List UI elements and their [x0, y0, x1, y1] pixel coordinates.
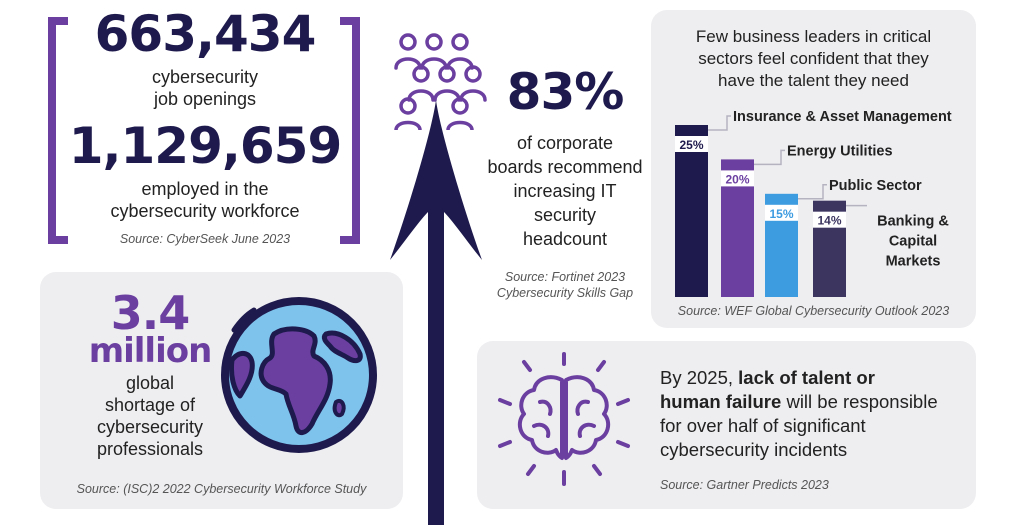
talent-source: Source: Gartner Predicts 2023 — [660, 478, 829, 492]
bar-value-label-3: 15% — [769, 207, 793, 221]
up-arrow-icon — [390, 100, 482, 525]
boards-label-line3: increasing IT — [513, 181, 617, 201]
boards-source-line2: Cybersecurity Skills Gap — [496, 286, 634, 300]
talent-line3: for over half of significant — [660, 415, 866, 436]
job-openings-label-line1: cybersecurity — [151, 67, 259, 87]
bar-1 — [675, 125, 708, 297]
chart-title-line1: Few business leaders in critical — [695, 27, 932, 46]
chart-source: Source: WEF Global Cybersecurity Outlook… — [677, 304, 950, 318]
talent-bold-2: human failure — [660, 391, 782, 412]
talent-line1: By 2025, lack of talent or — [660, 366, 970, 390]
category-label-3-line-1: Public Sector — [829, 178, 922, 194]
category-label-1-line-1: Insurance & Asset Management — [733, 109, 952, 125]
bar-label-bg-4 — [813, 211, 846, 228]
boards-label-line2: boards recommend — [487, 157, 643, 177]
bar-label-bg-2 — [721, 170, 754, 187]
shortage-label-line1: global — [125, 373, 175, 393]
employed-label-line1: employed in the — [141, 179, 269, 199]
boards-label-line4: security — [533, 205, 596, 225]
bar-label-bg-3 — [765, 204, 798, 221]
left-bracket — [48, 17, 68, 244]
leader-line-2 — [754, 149, 785, 166]
employed-label-line2: cybersecurity workforce — [110, 201, 300, 221]
talent-line4: cybersecurity incidents — [660, 439, 848, 460]
shortage-unit: million — [88, 331, 213, 371]
job-openings-value: 663,434 — [94, 5, 317, 63]
globe-icon — [221, 297, 377, 453]
shortage-label-line4: professionals — [96, 439, 204, 459]
chart-title-line3: have the talent they need — [718, 71, 909, 90]
leader-line-3 — [798, 184, 827, 200]
leader-line-1 — [708, 115, 731, 131]
talent-line2: human failure will be responsible — [660, 390, 970, 414]
category-label-4-line-2: Capital — [889, 234, 937, 250]
job-openings-label-line2: job openings — [153, 89, 257, 109]
boards-source-line1: Source: Fortinet 2023 — [504, 270, 626, 284]
boards-label-line5: headcount — [522, 229, 608, 249]
shortage-label-line3: cybersecurity — [96, 417, 204, 437]
bar-chart: 25% Insurance & Asset Management 20% Energy… — [675, 109, 952, 297]
chart-title-line2: sectors feel confident that they — [698, 49, 929, 68]
bar-value-label-2: 20% — [725, 172, 749, 186]
chart-title: Few business leaders in critical sectors… — [651, 26, 976, 92]
talent-text-2: will be responsible — [781, 391, 938, 412]
talent-bold-1: lack of talent or — [738, 367, 875, 388]
employed-value: 1,129,659 — [68, 117, 343, 175]
bar-value-label-4: 14% — [817, 214, 841, 228]
shortage-value: 3.4 — [110, 286, 191, 340]
category-label-2-line-1: Energy Utilities — [787, 143, 893, 159]
boards-label-line1: of corporate — [516, 133, 614, 153]
boards-value: 83% — [506, 63, 625, 121]
jobs-source: Source: CyberSeek June 2023 — [119, 232, 291, 246]
shortage-source: Source: (ISC)2 2022 Cybersecurity Workfo… — [76, 482, 367, 496]
shortage-label-line2: shortage of — [104, 395, 196, 415]
talent-statement: By 2025, lack of talent or human failure… — [660, 366, 970, 462]
category-label-4-line-3: Markets — [886, 254, 941, 270]
right-bracket — [340, 17, 360, 244]
bar-value-label-1: 25% — [679, 138, 703, 152]
brain-icon — [498, 352, 630, 486]
people-group-icon — [394, 33, 487, 130]
bar-label-bg-1 — [675, 136, 708, 152]
category-label-4-line-1: Banking & — [877, 214, 949, 230]
talent-prefix: By 2025, — [660, 367, 739, 388]
